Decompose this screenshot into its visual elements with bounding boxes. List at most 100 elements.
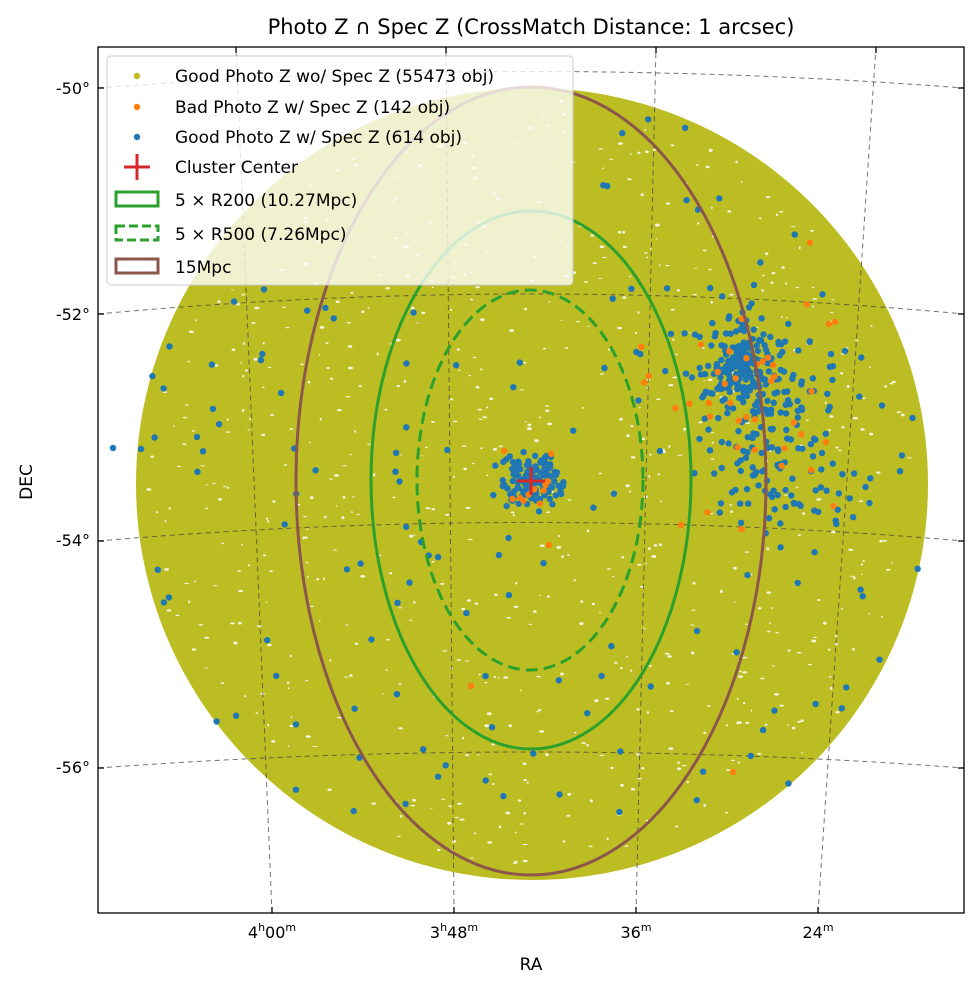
field-speckle [598, 472, 602, 475]
field-speckle [335, 300, 340, 303]
blue-point [516, 359, 523, 366]
field-speckle [771, 272, 776, 275]
field-speckle [810, 229, 814, 232]
field-speckle [285, 327, 290, 329]
field-speckle [547, 595, 550, 598]
field-speckle [482, 416, 488, 419]
axes-frame [97, 46, 965, 914]
field-speckle [410, 306, 415, 310]
field-speckle [594, 699, 599, 703]
field-speckle [562, 840, 566, 843]
field-speckle [787, 724, 790, 726]
field-speckle [759, 217, 762, 220]
orange-point [735, 417, 742, 424]
field-speckle [823, 621, 827, 625]
field-speckle [440, 798, 446, 800]
blue-point [724, 410, 731, 417]
field-speckle [410, 804, 416, 807]
field-speckle [609, 158, 614, 160]
blue-point [781, 388, 788, 396]
field-speckle [669, 710, 674, 713]
blue-point [510, 384, 517, 391]
orange-point [738, 526, 745, 533]
field-speckle [470, 298, 474, 301]
field-speckle [637, 778, 642, 780]
field-speckle [247, 564, 251, 567]
field-speckle [262, 386, 265, 388]
field-speckle [287, 687, 290, 690]
field-speckle [625, 484, 630, 488]
blue-point [199, 448, 207, 455]
legend-label: 5 × R200 (10.27Mpc) [175, 191, 357, 211]
field-speckle [308, 441, 311, 444]
blue-point [509, 465, 516, 472]
field-speckle [811, 286, 815, 288]
blue-point [499, 477, 506, 484]
blue-point [165, 594, 173, 601]
field-speckle [630, 425, 634, 428]
orange-point [467, 682, 475, 690]
field-speckle [345, 624, 349, 626]
blue-point [530, 750, 537, 757]
field-speckle [649, 453, 652, 456]
field-speckle [389, 572, 393, 575]
field-speckle [785, 282, 787, 285]
field-speckle [644, 128, 646, 132]
field-speckle [589, 799, 593, 803]
orange-point [677, 521, 685, 529]
blue-point [556, 791, 563, 798]
field-speckle [508, 724, 512, 728]
field-speckle [651, 554, 657, 558]
blue-point [770, 399, 777, 406]
orange-point [751, 416, 758, 423]
blue-point [777, 409, 784, 416]
field-speckle [690, 624, 695, 626]
blue-point [701, 415, 708, 422]
blue-point [745, 360, 752, 368]
field-speckle [424, 446, 428, 449]
field-speckle [341, 516, 345, 520]
field-speckle [303, 536, 308, 539]
field-speckle [606, 568, 611, 570]
blue-point [749, 464, 756, 471]
field-speckle [783, 494, 790, 496]
blue-point [500, 458, 507, 466]
field-speckle [736, 697, 739, 701]
field-speckle [828, 428, 831, 432]
field-speckle [526, 781, 529, 784]
field-speckle [272, 500, 276, 503]
field-speckle [907, 457, 912, 459]
field-speckle [580, 600, 584, 603]
field-speckle [698, 421, 703, 424]
blue-point [500, 792, 507, 800]
field-speckle [522, 859, 528, 863]
field-speckle [614, 661, 618, 664]
orange-point [790, 419, 798, 426]
blue-point [783, 426, 790, 434]
field-speckle [798, 246, 801, 250]
field-speckle [461, 445, 467, 447]
orange-point [759, 358, 766, 365]
orange-point [764, 354, 772, 361]
field-speckle [533, 610, 537, 613]
field-speckle [488, 773, 493, 776]
plot-area [98, 47, 964, 913]
field-speckle [665, 202, 670, 205]
field-speckle [409, 619, 413, 622]
orange-point [751, 446, 759, 454]
field-speckle [869, 366, 871, 369]
field-speckle [806, 419, 809, 422]
blue-point [715, 414, 722, 422]
blue-point [598, 672, 605, 680]
blue-point [617, 748, 624, 755]
blue-point [628, 285, 635, 292]
blue-point [505, 534, 512, 542]
orange-point [638, 343, 645, 350]
field-speckle [774, 693, 779, 696]
orange-point [727, 400, 734, 407]
field-speckle [676, 289, 680, 292]
field-speckle [221, 542, 224, 545]
orange-point [830, 503, 837, 510]
field-speckle [187, 360, 190, 363]
field-speckle [231, 289, 234, 291]
